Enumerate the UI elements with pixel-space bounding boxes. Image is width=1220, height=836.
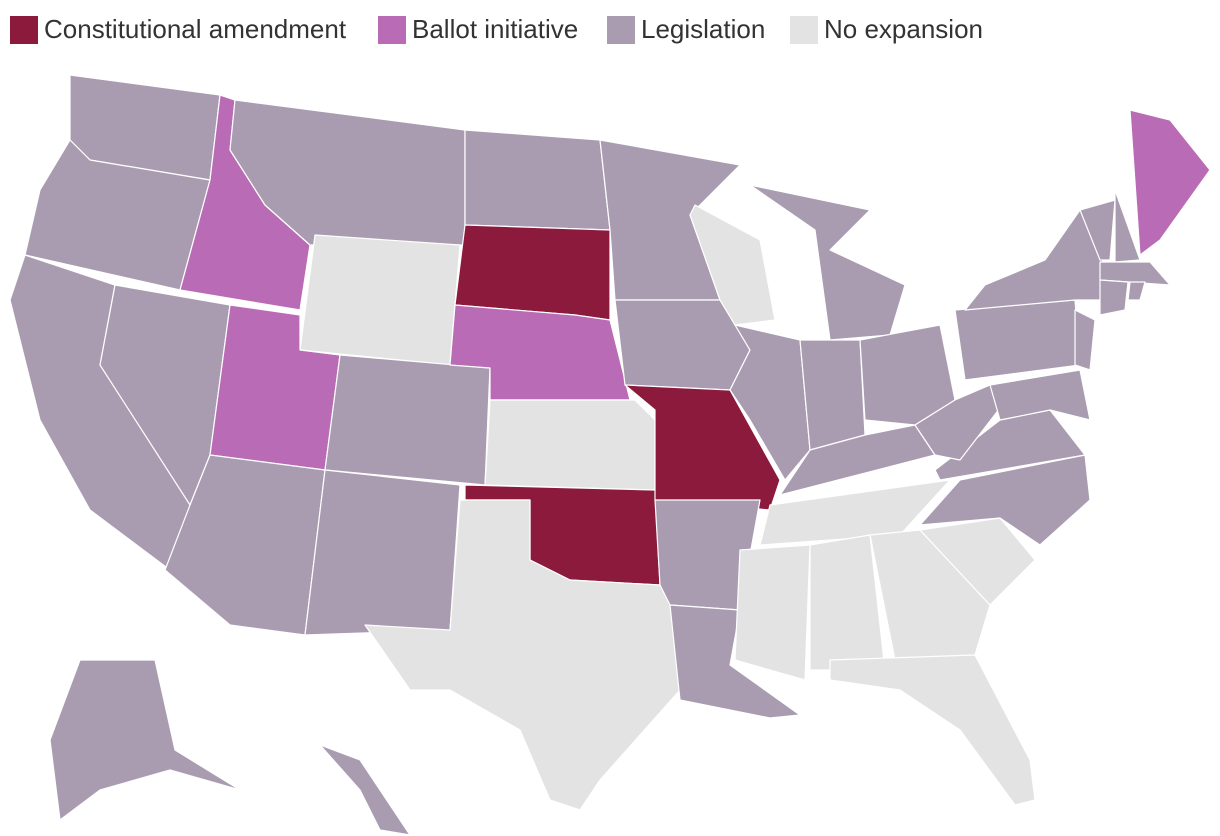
state (1129, 109, 1211, 256)
legend-swatch (607, 16, 635, 44)
state (954, 299, 1081, 381)
state (49, 659, 241, 821)
state (919, 454, 1091, 546)
state (934, 409, 1086, 481)
legend-label: Constitutional amendment (44, 14, 347, 44)
state (749, 184, 906, 341)
state (1114, 189, 1141, 263)
state (1127, 281, 1146, 301)
state (1079, 199, 1116, 261)
state (734, 544, 811, 681)
state (454, 224, 611, 321)
legend-label: Ballot initiative (412, 14, 578, 44)
legend-swatch (790, 16, 818, 44)
state (324, 354, 491, 486)
state (484, 399, 656, 491)
legend: Constitutional amendment Ballot initiati… (10, 14, 983, 44)
state (299, 234, 461, 366)
state (1099, 261, 1171, 286)
state (919, 517, 1036, 606)
state (989, 369, 1091, 421)
legend-label: No expansion (824, 14, 983, 44)
state (829, 654, 1036, 806)
legend-label: Legislation (641, 14, 765, 44)
state (364, 499, 681, 811)
state (304, 469, 461, 636)
state (1099, 279, 1129, 316)
legend-swatch (10, 16, 38, 44)
states (9, 74, 1211, 836)
state (964, 209, 1106, 311)
state (464, 129, 611, 231)
state (869, 529, 991, 661)
state (799, 339, 866, 451)
state (319, 744, 411, 836)
legend-swatch (378, 16, 406, 44)
state (1074, 309, 1096, 371)
